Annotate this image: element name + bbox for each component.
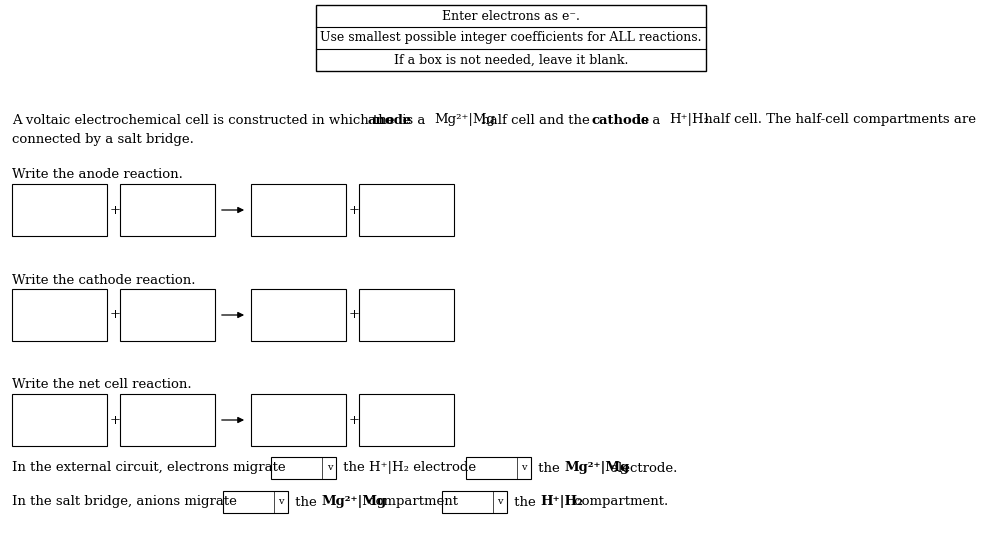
Bar: [359, 184, 454, 236]
Text: H⁺|H₂: H⁺|H₂: [670, 113, 709, 127]
Text: the: the: [510, 495, 540, 509]
Bar: [12, 184, 107, 236]
Text: In the salt bridge, anions migrate: In the salt bridge, anions migrate: [12, 495, 241, 509]
Text: H⁺|H₂: H⁺|H₂: [540, 495, 583, 509]
Text: Use smallest possible integer coefficients for ALL reactions.: Use smallest possible integer coefficien…: [320, 32, 702, 44]
Text: Write the cathode reaction.: Write the cathode reaction.: [12, 274, 195, 286]
Text: Mg²⁺|Mg: Mg²⁺|Mg: [564, 462, 630, 474]
Bar: [12, 394, 107, 446]
Bar: [442, 491, 507, 513]
Text: compartment: compartment: [363, 495, 462, 509]
Text: +: +: [349, 414, 360, 426]
Text: +: +: [349, 204, 360, 217]
Text: v: v: [521, 463, 527, 472]
Text: cathode: cathode: [592, 113, 649, 127]
Bar: [120, 184, 215, 236]
Bar: [359, 289, 454, 341]
Bar: [252, 394, 346, 446]
Text: electrode.: electrode.: [607, 462, 678, 474]
Text: +: +: [110, 414, 121, 426]
Text: A voltaic electrochemical cell is constructed in which the: A voltaic electrochemical cell is constr…: [12, 113, 398, 127]
Text: Mg²⁺|Mg: Mg²⁺|Mg: [321, 495, 386, 509]
Bar: [12, 289, 107, 341]
Text: Write the net cell reaction.: Write the net cell reaction.: [12, 378, 191, 392]
Bar: [359, 394, 454, 446]
Text: Write the anode reaction.: Write the anode reaction.: [12, 169, 183, 181]
Bar: [466, 457, 531, 479]
Bar: [120, 289, 215, 341]
Text: compartment.: compartment.: [570, 495, 669, 509]
Text: the H⁺|H₂ electrode: the H⁺|H₂ electrode: [339, 462, 481, 474]
Text: is a: is a: [634, 113, 665, 127]
Text: the: the: [534, 462, 564, 474]
Bar: [252, 184, 346, 236]
Text: Enter electrons as e⁻.: Enter electrons as e⁻.: [442, 9, 579, 23]
Bar: [252, 289, 346, 341]
Bar: [316, 5, 706, 71]
Text: v: v: [279, 498, 284, 507]
Text: +: +: [349, 309, 360, 321]
Text: half cell and the: half cell and the: [477, 113, 594, 127]
Text: half cell. The half-cell compartments are: half cell. The half-cell compartments ar…: [700, 113, 976, 127]
Text: +: +: [110, 309, 121, 321]
Bar: [223, 491, 288, 513]
Text: v: v: [497, 498, 503, 507]
Text: is a: is a: [398, 113, 430, 127]
Bar: [272, 457, 336, 479]
Bar: [120, 394, 215, 446]
Text: anode: anode: [368, 113, 412, 127]
Text: v: v: [327, 463, 332, 472]
Text: In the external circuit, electrons migrate: In the external circuit, electrons migra…: [12, 462, 290, 474]
Text: Mg²⁺|Mg: Mg²⁺|Mg: [435, 113, 495, 127]
Text: connected by a salt bridge.: connected by a salt bridge.: [12, 133, 194, 147]
Text: +: +: [110, 204, 121, 217]
Text: the: the: [291, 495, 321, 509]
Text: If a box is not needed, leave it blank.: If a box is not needed, leave it blank.: [393, 54, 628, 66]
